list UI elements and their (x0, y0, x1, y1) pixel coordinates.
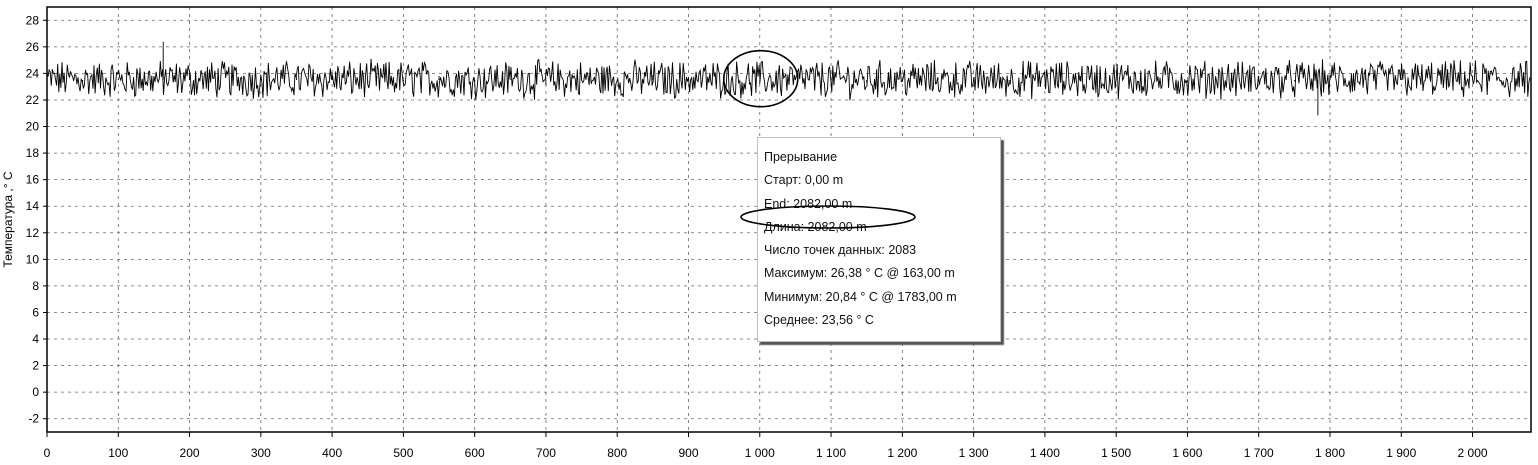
y-tick-label: 16 (26, 173, 40, 187)
x-tick-label: 2 000 (1458, 446, 1488, 460)
x-tick-label: 400 (322, 446, 342, 460)
y-tick-label: 22 (26, 93, 40, 107)
x-tick-label: 600 (465, 446, 485, 460)
tooltip-length: Длина: 2082,00 m (764, 219, 867, 234)
tooltip-end: End: 2082,00 m (764, 196, 853, 211)
data-tooltip: Прерывание Старт: 0,00 m End: 2082,00 m … (757, 137, 1001, 342)
x-tick-label: 100 (108, 446, 128, 460)
x-tick-label: 1 600 (1172, 446, 1202, 460)
tooltip-minimum: Минимум: 20,84 ° C @ 1783,00 m (764, 289, 957, 304)
x-tick-label: 1 500 (1101, 446, 1131, 460)
x-tick-label: 1 700 (1244, 446, 1274, 460)
tooltip-maximum: Максимум: 26,38 ° C @ 163,00 m (764, 266, 955, 281)
tooltip-mean: Среднее: 23,56 ° C (764, 313, 874, 328)
y-tick-label: 26 (26, 40, 40, 54)
tooltip-start: Старт: 0,00 m (764, 173, 844, 188)
y-tick-label: 24 (26, 66, 40, 80)
y-axis-title: Температура ,° C (1, 171, 15, 267)
temperature-series-line (46, 41, 1532, 116)
y-tick-label: 4 (32, 332, 39, 346)
x-tick-label: 300 (251, 446, 271, 460)
y-tick-label: 8 (32, 279, 39, 293)
x-tick-label: 1 100 (816, 446, 846, 460)
y-tick-label: 0 (32, 385, 39, 399)
y-tick-label: -2 (28, 412, 39, 426)
x-tick-label: 700 (536, 446, 556, 460)
tooltip-title: Прерывание (764, 150, 838, 164)
x-tick-label: 900 (678, 446, 698, 460)
x-tick-label: 1 900 (1386, 446, 1416, 460)
highlight-circle (722, 49, 799, 108)
x-tick-label: 1 200 (887, 446, 917, 460)
x-tick-label: 1 300 (959, 446, 989, 460)
x-axis-ticks: 0 100 200 300 400 500 600 700 800 900 1 000 1 100 1 … (44, 432, 1488, 460)
x-tick-label: 200 (180, 446, 200, 460)
x-tick-label: 1 000 (745, 446, 775, 460)
y-tick-label: 2 (32, 359, 39, 373)
plot-area-frame (46, 6, 1532, 433)
x-tick-label: 0 (44, 446, 51, 460)
x-tick-label: 1 800 (1315, 446, 1345, 460)
y-tick-label: 18 (26, 146, 40, 160)
x-tick-label: 800 (607, 446, 627, 460)
y-tick-label: 6 (32, 305, 39, 319)
tooltip-point-count: Число точек данных: 2083 (764, 243, 917, 258)
y-tick-label: 28 (26, 13, 40, 27)
y-tick-label: 20 (26, 120, 40, 134)
y-tick-label: 12 (26, 226, 40, 240)
x-tick-label: 500 (393, 446, 413, 460)
y-tick-label: 14 (26, 199, 40, 213)
x-tick-label: 1 400 (1030, 446, 1060, 460)
y-tick-label: 10 (26, 252, 40, 266)
